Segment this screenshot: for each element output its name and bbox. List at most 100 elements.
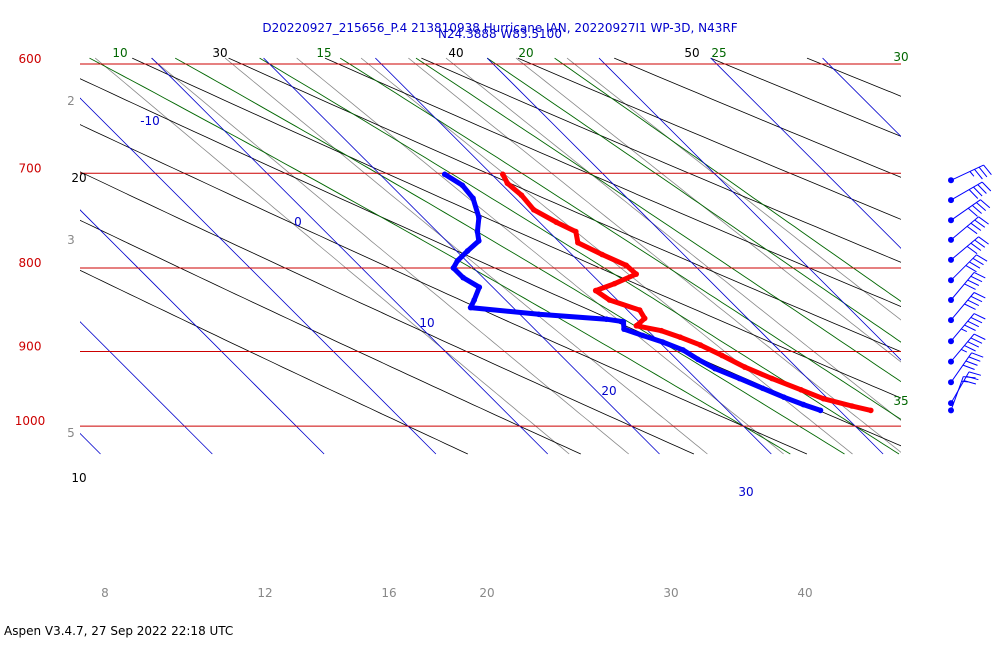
isotherm-line: [80, 209, 325, 455]
wind-barb-half-flag: [961, 328, 968, 333]
wind-barb-flag: [971, 352, 984, 358]
wind-barb-flag: [970, 222, 982, 231]
temperature-profile-point: [611, 280, 618, 287]
temperature-profile-point: [500, 171, 506, 178]
wind-barb-flag: [973, 313, 986, 320]
temperature-profile-point: [849, 403, 855, 409]
moist-adiabat-line: [174, 57, 845, 455]
dry-adiabat-line: [324, 57, 901, 307]
mixing-ratio-line: [296, 57, 784, 455]
dewpoint-profile-point: [759, 385, 766, 392]
wind-barb-shaft: [950, 313, 975, 342]
wind-barb-shaft: [950, 333, 975, 362]
isotherm-line: [710, 57, 901, 249]
wind-barb-half-flag: [961, 380, 968, 383]
dewpoint-profile-point: [620, 318, 627, 325]
temperature-profile-point: [658, 327, 665, 334]
wind-barb: [948, 164, 992, 184]
wind-barb-flag: [974, 169, 983, 180]
isobar-label: 700: [19, 161, 42, 175]
wind-barb-flag: [968, 371, 982, 376]
dry-adiabat-label: 20: [71, 171, 86, 185]
wind-barb-flag: [967, 207, 978, 217]
chart-location: N24.3888 W83.5100: [438, 27, 562, 41]
wind-barb: [948, 199, 991, 224]
wind-barb-flag: [964, 283, 976, 290]
wind-barb-flag: [983, 164, 992, 176]
temperature-profile-point: [592, 287, 599, 294]
dewpoint-profile-point: [471, 297, 478, 303]
mixing-ratio-label: 3: [67, 233, 75, 247]
dry-adiabat-line: [80, 171, 695, 455]
dewpoint-profile-point: [459, 182, 466, 189]
temperature-profile-point: [868, 407, 874, 414]
wind-barb-flag: [967, 341, 980, 348]
temperature-profile-point: [518, 192, 525, 198]
moist-adiabat-line: [259, 57, 900, 455]
wind-barb-flag: [970, 295, 983, 303]
dry-adiabat-line: [421, 57, 901, 263]
dewpoint-profile-point: [640, 332, 646, 339]
wind-barb-half-flag: [969, 171, 975, 177]
wind-barb-shaft: [950, 352, 973, 383]
wind-barb-flag: [976, 254, 988, 262]
dewpoint-profile-point: [800, 401, 807, 408]
dewpoint-profile-point: [476, 238, 482, 244]
moist-adiabat-label: 30: [893, 50, 908, 64]
isotherm-line: [151, 57, 548, 455]
mixing-ratio-line: [408, 57, 901, 453]
isotherm-label: 0: [294, 215, 302, 229]
wind-barb-flag: [970, 275, 983, 283]
wind-barb-shaft: [950, 292, 975, 321]
mixing-ratio-label: 8: [101, 586, 109, 600]
wind-barb-flag: [973, 186, 983, 197]
wind-barb: [948, 236, 989, 263]
isobar-label: 1000: [15, 414, 46, 428]
dewpoint-profile-point: [476, 284, 483, 291]
dewpoint-profile-point: [441, 171, 448, 178]
temperature-profile-point: [553, 219, 560, 225]
wind-barb-flag: [964, 324, 976, 331]
wind-barb-flag: [962, 364, 975, 370]
wind-barb-flag: [967, 299, 980, 307]
temperature-profile-point: [719, 352, 725, 359]
wind-barbs: [948, 164, 992, 414]
footer-version: Aspen V3.4.7, 27 Sep 2022 22:18 UTC: [4, 624, 234, 638]
isotherm-line: [486, 57, 884, 455]
wind-barb-flag: [973, 292, 986, 299]
wind-barb-flag: [981, 181, 992, 192]
wind-barb: [948, 313, 986, 345]
wind-barb: [948, 254, 988, 284]
isotherm-line: [80, 97, 437, 455]
wind-barb: [948, 376, 976, 414]
wind-barb-shaft: [950, 272, 975, 301]
isobar-label: 600: [19, 52, 42, 66]
mixing-ratio-label: 16: [381, 586, 396, 600]
wind-barb-flag: [967, 279, 980, 286]
isobar-lines: 600 700 800 900 1000: [15, 52, 901, 428]
isotherm-line: [822, 57, 901, 138]
wind-barb-flag: [974, 219, 986, 228]
dewpoint-profile-point: [736, 375, 743, 382]
wind-barb-half-flag: [961, 348, 968, 353]
temperature-profile-point: [798, 387, 804, 393]
mixing-ratio-label: 40: [797, 586, 812, 600]
dry-adiabat-line: [80, 269, 468, 455]
dewpoint-profile-point: [781, 394, 787, 401]
dewpoint-profile-point: [536, 311, 542, 318]
moist-adiabat-label: 20: [518, 46, 533, 60]
moist-adiabat-line: [415, 57, 901, 383]
wind-barb-flag: [964, 303, 976, 310]
dewpoint-profile-point: [680, 347, 686, 353]
wind-barb-shaft: [950, 376, 964, 411]
wind-barb-shaft: [950, 181, 983, 201]
moist-adiabat-label: 10: [112, 46, 127, 60]
wind-barb-flag: [967, 320, 980, 328]
temperature-profile-point: [742, 364, 748, 370]
background-lines: [80, 57, 901, 455]
wind-barb-flag: [977, 184, 987, 194]
mixing-ratio-line: [150, 57, 629, 455]
wind-barb: [948, 292, 986, 324]
